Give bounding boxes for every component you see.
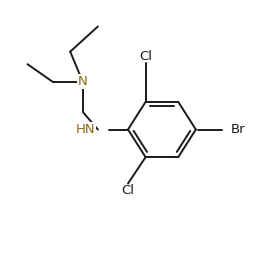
Text: Cl: Cl — [122, 184, 134, 197]
Text: Br: Br — [231, 123, 246, 136]
Text: N: N — [78, 75, 88, 88]
Text: HN: HN — [76, 123, 95, 136]
Text: Cl: Cl — [139, 50, 152, 63]
